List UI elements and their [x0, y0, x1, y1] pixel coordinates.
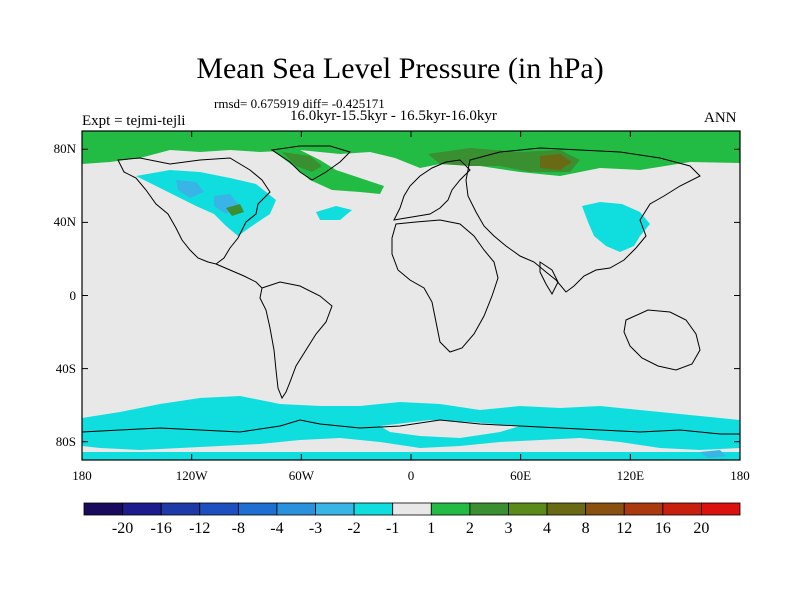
colorbar-label: -12	[189, 520, 211, 537]
colorbar-label: 1	[427, 520, 436, 537]
atlantic-negative-patch	[316, 206, 352, 220]
colorbar-swatch	[353, 502, 394, 516]
lon-tick-label: 180	[72, 468, 92, 483]
colorbar-label: 4	[543, 520, 552, 537]
lon-tick-label: 0	[407, 468, 415, 483]
lat-tick-label: 40S	[55, 360, 76, 376]
asia-coast	[465, 147, 701, 293]
colorbar-swatch	[701, 502, 741, 516]
colorbar-swatch	[430, 502, 471, 516]
colorbar-label: 2	[465, 520, 474, 537]
colorbar-label: 20	[693, 520, 710, 537]
stats-line: rmsd= 0.675919 diff= -0.425171	[214, 96, 385, 111]
colorbar-swatch	[585, 502, 625, 516]
antarctica-strong-negative	[700, 450, 726, 458]
colorbar-label: -16	[150, 520, 172, 537]
lon-tick-label: 60E	[510, 468, 532, 483]
lon-tick-label: 120W	[175, 468, 208, 483]
colorbar-swatch	[237, 502, 278, 516]
colorbar-label: -1	[386, 520, 400, 537]
colorbar-label: 8	[581, 520, 590, 537]
lon-tick-label: 180	[730, 468, 750, 483]
siberia-peak-anomaly	[540, 154, 572, 170]
colorbar-swatch	[623, 502, 664, 516]
east-asia-negative-anomaly	[582, 202, 650, 252]
colorbar-swatch	[199, 502, 239, 516]
colorbar-swatch	[469, 502, 509, 516]
colorbar-swatch	[546, 502, 587, 516]
experiment-label: Expt = tejmi-tejli	[82, 113, 186, 129]
lat-tick-label: 0	[69, 287, 77, 303]
africa-coast	[391, 219, 499, 353]
lat-tick-label: 80N	[53, 141, 76, 157]
chart-title: Mean Sea Level Pressure (in hPa)	[196, 52, 604, 85]
period-subtitle: 16.0kyr-15.5kyr - 16.5kyr-16.0kyr	[290, 108, 497, 124]
colorbar-label: 16	[654, 520, 671, 537]
lat-tick-label: 40N	[53, 214, 76, 230]
colorbar-label: -4	[270, 520, 284, 537]
australia-coast	[623, 309, 701, 371]
lat-tick-label: 80S	[55, 433, 76, 449]
south-america-coast	[259, 281, 333, 400]
coastlines	[82, 145, 740, 435]
europe-coast	[393, 159, 471, 221]
colorbar-swatch	[122, 502, 162, 516]
india-coast	[539, 261, 559, 296]
colorbar-swatch	[160, 502, 201, 516]
colorbar-swatch	[392, 502, 432, 516]
colorbar-label: 3	[504, 520, 513, 537]
north-america-positive-spot	[226, 204, 244, 216]
anomaly-fields	[82, 131, 740, 460]
season-label: ANN	[704, 110, 737, 126]
greenland-strong-anomaly	[282, 152, 322, 172]
colorbar-label: -3	[308, 520, 323, 537]
colorbar-label: -8	[231, 520, 245, 537]
colorbar-label: -20	[111, 520, 134, 537]
colorbar-swatch	[662, 502, 702, 516]
colorbar-swatch	[508, 502, 548, 516]
central-america-coast	[215, 263, 263, 289]
north-america-coast	[117, 157, 271, 265]
colorbar	[83, 502, 741, 516]
colorbar-label: -2	[347, 520, 361, 537]
antarctica-coast	[82, 419, 740, 435]
lon-tick-label: 60W	[288, 468, 314, 483]
north-america-negative-anomaly	[136, 170, 276, 236]
north-america-strong-negative	[176, 180, 240, 214]
colorbar-label: 12	[616, 520, 633, 537]
colorbar-swatch	[83, 502, 123, 516]
colorbar-swatch	[276, 502, 316, 516]
lon-tick-label: 120E	[616, 468, 645, 483]
greenland-coast	[270, 145, 351, 181]
axis-ticks	[81, 131, 741, 460]
colorbar-swatch	[315, 502, 355, 516]
